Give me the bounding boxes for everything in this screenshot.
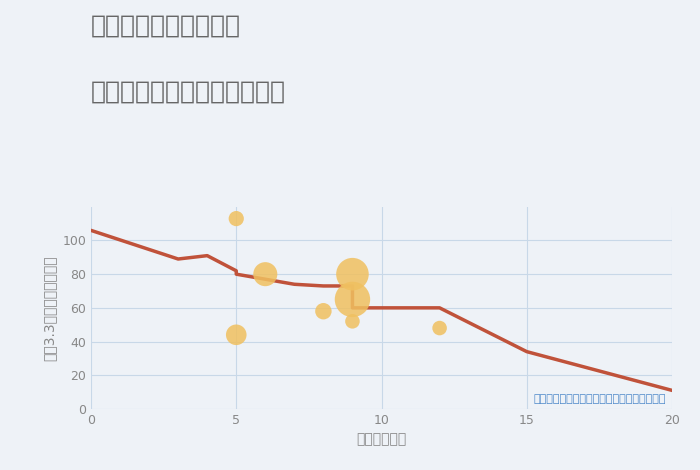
Text: 福岡県太宰府市国分の: 福岡県太宰府市国分の — [91, 14, 241, 38]
Text: 円の大きさは、取引のあった物件面積を示す: 円の大きさは、取引のあった物件面積を示す — [533, 394, 666, 404]
Point — [434, 324, 445, 332]
Point — [346, 318, 358, 325]
Point — [346, 296, 358, 303]
Text: 駅距離別中古マンション価格: 駅距離別中古マンション価格 — [91, 80, 286, 104]
Point — [346, 270, 358, 278]
Point — [231, 215, 242, 222]
Point — [318, 307, 329, 315]
Point — [260, 270, 271, 278]
X-axis label: 駅距離（分）: 駅距離（分） — [356, 432, 407, 446]
Y-axis label: 坪（3.3㎡）単価（万円）: 坪（3.3㎡）単価（万円） — [43, 255, 57, 360]
Point — [231, 331, 242, 338]
